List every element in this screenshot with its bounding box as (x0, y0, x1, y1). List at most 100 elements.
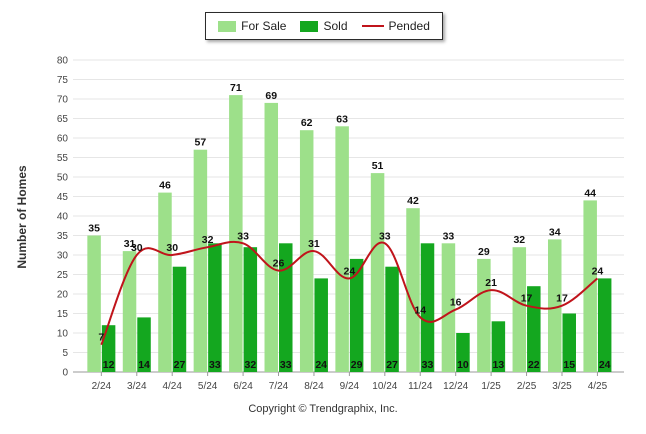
y-tick-label: 80 (57, 56, 69, 67)
bar-for-sale (441, 243, 456, 372)
sold-swatch-icon (300, 20, 319, 32)
legend: For Sale Sold Pended (205, 12, 443, 40)
bar-for-sale (229, 95, 243, 372)
for-sale-data-label: 46 (159, 180, 171, 192)
pended-data-label: 14 (414, 304, 426, 316)
y-tick-label: 10 (57, 329, 69, 340)
y-tick-label: 65 (57, 114, 69, 125)
x-tick-label: 3/25 (552, 381, 572, 392)
pended-data-label: 17 (556, 293, 568, 305)
bar-for-sale (264, 102, 279, 373)
sold-data-label: 14 (138, 359, 150, 371)
for-sale-data-label: 51 (372, 160, 384, 172)
pended-line (100, 240, 599, 346)
y-tick-label: 5 (62, 348, 68, 359)
pended-data-label: 21 (485, 277, 497, 289)
y-tick-label: 50 (57, 173, 69, 184)
sold-data-label: 13 (493, 359, 505, 371)
pended-data-label: 24 (344, 265, 356, 277)
pended-data-label: 16 (450, 297, 462, 309)
pended-data-label: 7 (98, 332, 104, 344)
bar-sold (420, 243, 435, 372)
bar-for-sale (406, 208, 420, 372)
y-tick-label: 15 (57, 309, 69, 320)
pended-line-swatch-icon (361, 25, 384, 27)
y-tick-label: 0 (62, 368, 68, 379)
legend-label: Sold (323, 19, 348, 33)
pended-data-label: 33 (237, 230, 249, 242)
for-sale-data-label: 62 (301, 117, 313, 129)
x-tick-label: 1/25 (481, 381, 501, 392)
for-sale-data-label: 31 (124, 238, 136, 250)
for-sale-data-label: 34 (549, 226, 561, 238)
x-tick-label: 4/24 (162, 381, 182, 392)
sold-data-label: 33 (422, 359, 434, 371)
bar-for-sale (193, 149, 208, 372)
bar-for-sale (477, 258, 491, 372)
y-tick-label: 75 (57, 75, 69, 86)
for-sale-data-label: 42 (407, 195, 419, 207)
for-sale-data-label: 69 (265, 90, 277, 102)
bar-sold (385, 266, 399, 372)
y-tick-label: 25 (57, 270, 69, 281)
x-tick-label: 9/24 (340, 381, 360, 392)
legend-item-sold[interactable]: Sold (300, 19, 348, 33)
pended-series-line (100, 240, 599, 346)
for-sale-data-label: 32 (513, 234, 525, 246)
sold-data-label: 33 (209, 359, 221, 371)
bar-sold (101, 325, 116, 372)
bar-sold (456, 333, 470, 372)
bar-sold (349, 258, 364, 372)
x-tick-label: 2/24 (92, 381, 112, 392)
legend-item-for-sale[interactable]: For Sale (218, 19, 286, 33)
sold-data-label: 10 (457, 359, 469, 371)
bar-for-sale (335, 126, 349, 372)
sold-data-label: 27 (386, 359, 398, 371)
sold-data-label: 29 (351, 359, 363, 371)
bar-for-sale (87, 235, 101, 372)
for-sale-data-label: 44 (584, 187, 596, 199)
x-tick-label: 6/24 (233, 381, 253, 392)
bar-sold (491, 321, 506, 372)
bar-sold (137, 317, 151, 372)
sold-data-label: 24 (599, 359, 611, 371)
sold-data-label: 27 (174, 359, 186, 371)
bar-for-sale (370, 173, 385, 372)
x-tick-label: 3/24 (127, 381, 147, 392)
y-tick-label: 45 (57, 192, 69, 203)
x-tick-label: 8/24 (304, 381, 324, 392)
bar-sold (597, 278, 612, 372)
for-sale-data-label: 33 (443, 230, 455, 242)
pended-data-label: 32 (202, 234, 214, 246)
legend-item-pended[interactable]: Pended (361, 19, 430, 33)
bar-for-sale (299, 130, 314, 372)
x-tick-label: 5/24 (198, 381, 218, 392)
y-tick-label: 60 (57, 134, 69, 145)
bar-sold (279, 243, 293, 372)
sold-data-label: 12 (103, 359, 115, 371)
y-tick-label: 40 (57, 212, 69, 223)
bar-for-sale (158, 192, 172, 372)
for-sale-data-label: 71 (230, 82, 242, 94)
y-tick-label: 70 (57, 95, 69, 106)
copyright-footer: Copyright © Trendgraphix, Inc. (248, 403, 398, 415)
for-sale-data-label: 35 (88, 223, 100, 235)
pended-data-label: 30 (166, 242, 178, 254)
pended-data-label: 24 (592, 265, 604, 277)
pended-data-label: 30 (131, 242, 143, 254)
bars (87, 95, 612, 373)
for-sale-data-label: 29 (478, 246, 490, 258)
bar-sold (172, 266, 187, 372)
bar-for-sale (512, 247, 527, 372)
y-tick-label: 55 (57, 153, 69, 164)
x-tick-label: 2/25 (517, 381, 537, 392)
sold-data-label: 15 (563, 359, 575, 371)
x-tick-label: 11/24 (408, 381, 433, 392)
bar-sold (208, 243, 222, 372)
x-tick-label: 7/24 (269, 381, 289, 392)
y-axis-title: Number of Homes (15, 165, 29, 269)
x-tick-label: 12/24 (443, 381, 468, 392)
bar-for-sale (122, 251, 137, 372)
bar-for-sale (547, 239, 562, 372)
y-tick-label: 20 (57, 290, 69, 301)
